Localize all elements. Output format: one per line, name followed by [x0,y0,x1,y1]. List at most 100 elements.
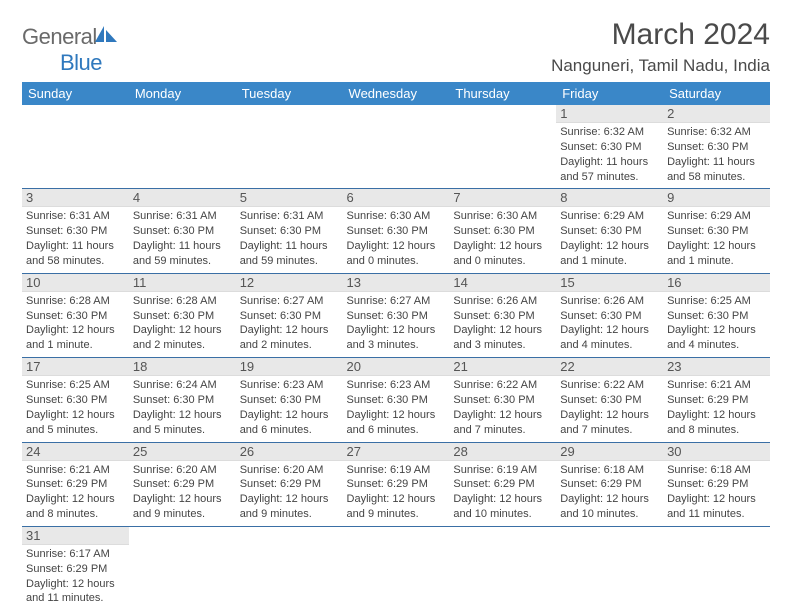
day-number: 17 [22,358,129,376]
sunset-text: Sunset: 6:30 PM [26,393,125,408]
day-content: Sunrise: 6:27 AMSunset: 6:30 PMDaylight:… [343,292,450,357]
sunset-text: Sunset: 6:30 PM [133,309,232,324]
daylight-text: Daylight: 12 hours and 10 minutes. [560,492,659,522]
sunrise-text: Sunrise: 6:31 AM [26,209,125,224]
day-number: 27 [343,443,450,461]
sunset-text: Sunset: 6:29 PM [26,562,125,577]
day-content: Sunrise: 6:31 AMSunset: 6:30 PMDaylight:… [236,207,343,272]
daylight-text: Daylight: 12 hours and 2 minutes. [133,323,232,353]
day-content: Sunrise: 6:19 AMSunset: 6:29 PMDaylight:… [449,461,556,526]
calendar-cell: 8Sunrise: 6:29 AMSunset: 6:30 PMDaylight… [556,189,663,273]
calendar-cell [663,526,770,610]
day-content: Sunrise: 6:22 AMSunset: 6:30 PMDaylight:… [449,376,556,441]
day-number: 23 [663,358,770,376]
day-content: Sunrise: 6:30 AMSunset: 6:30 PMDaylight:… [449,207,556,272]
day-content: Sunrise: 6:20 AMSunset: 6:29 PMDaylight:… [129,461,236,526]
calendar-cell: 5Sunrise: 6:31 AMSunset: 6:30 PMDaylight… [236,189,343,273]
daylight-text: Daylight: 12 hours and 7 minutes. [560,408,659,438]
sunrise-text: Sunrise: 6:21 AM [26,463,125,478]
daylight-text: Daylight: 12 hours and 8 minutes. [667,408,766,438]
sunrise-text: Sunrise: 6:27 AM [347,294,446,309]
sunset-text: Sunset: 6:30 PM [560,224,659,239]
day-content: Sunrise: 6:26 AMSunset: 6:30 PMDaylight:… [449,292,556,357]
day-content: Sunrise: 6:23 AMSunset: 6:30 PMDaylight:… [236,376,343,441]
day-content: Sunrise: 6:23 AMSunset: 6:30 PMDaylight:… [343,376,450,441]
calendar-cell [236,526,343,610]
day-content: Sunrise: 6:28 AMSunset: 6:30 PMDaylight:… [22,292,129,357]
calendar-table: Sunday Monday Tuesday Wednesday Thursday… [22,82,770,610]
day-content: Sunrise: 6:29 AMSunset: 6:30 PMDaylight:… [663,207,770,272]
day-content: Sunrise: 6:17 AMSunset: 6:29 PMDaylight:… [22,545,129,610]
daylight-text: Daylight: 12 hours and 8 minutes. [26,492,125,522]
calendar-cell: 13Sunrise: 6:27 AMSunset: 6:30 PMDayligh… [343,273,450,357]
day-number: 25 [129,443,236,461]
day-number: 26 [236,443,343,461]
day-number: 21 [449,358,556,376]
day-content: Sunrise: 6:26 AMSunset: 6:30 PMDaylight:… [556,292,663,357]
calendar-cell [449,105,556,189]
daylight-text: Daylight: 11 hours and 59 minutes. [240,239,339,269]
sunset-text: Sunset: 6:29 PM [667,393,766,408]
calendar-cell [556,526,663,610]
daylight-text: Daylight: 12 hours and 9 minutes. [347,492,446,522]
sunrise-text: Sunrise: 6:28 AM [26,294,125,309]
sunrise-text: Sunrise: 6:20 AM [240,463,339,478]
sunset-text: Sunset: 6:29 PM [667,477,766,492]
daylight-text: Daylight: 12 hours and 5 minutes. [133,408,232,438]
day-content: Sunrise: 6:22 AMSunset: 6:30 PMDaylight:… [556,376,663,441]
day-number: 5 [236,189,343,207]
calendar-cell: 10Sunrise: 6:28 AMSunset: 6:30 PMDayligh… [22,273,129,357]
daylight-text: Daylight: 12 hours and 9 minutes. [133,492,232,522]
daylight-text: Daylight: 12 hours and 0 minutes. [347,239,446,269]
sunrise-text: Sunrise: 6:29 AM [667,209,766,224]
calendar-cell: 11 Sunrise: 6:28 AMSunset: 6:30 PMDayligh… [129,273,236,357]
sunset-text: Sunset: 6:30 PM [560,140,659,155]
sunset-text: Sunset: 6:30 PM [453,393,552,408]
sunrise-text: Sunrise: 6:28 AM [133,294,232,309]
calendar-cell: 9Sunrise: 6:29 AMSunset: 6:30 PMDaylight… [663,189,770,273]
sunset-text: Sunset: 6:30 PM [240,393,339,408]
sunset-text: Sunset: 6:29 PM [560,477,659,492]
weekday-header: Friday [556,82,663,105]
sunrise-text: Sunrise: 6:18 AM [560,463,659,478]
sunrise-text: Sunrise: 6:30 AM [453,209,552,224]
calendar-cell: 18Sunrise: 6:24 AMSunset: 6:30 PMDayligh… [129,358,236,442]
weekday-header: Wednesday [343,82,450,105]
daylight-text: Daylight: 12 hours and 1 minute. [667,239,766,269]
day-number: 28 [449,443,556,461]
sunset-text: Sunset: 6:30 PM [133,393,232,408]
sunset-text: Sunset: 6:30 PM [667,224,766,239]
calendar-cell: 1Sunrise: 6:32 AMSunset: 6:30 PMDaylight… [556,105,663,189]
day-number: 4 [129,189,236,207]
sunrise-text: Sunrise: 6:23 AM [347,378,446,393]
sunset-text: Sunset: 6:30 PM [453,309,552,324]
calendar-cell: 12Sunrise: 6:27 AMSunset: 6:30 PMDayligh… [236,273,343,357]
calendar-cell: 7Sunrise: 6:30 AMSunset: 6:30 PMDaylight… [449,189,556,273]
calendar-cell: 17Sunrise: 6:25 AMSunset: 6:30 PMDayligh… [22,358,129,442]
calendar-cell: 30Sunrise: 6:18 AMSunset: 6:29 PMDayligh… [663,442,770,526]
calendar-cell: 27Sunrise: 6:19 AMSunset: 6:29 PMDayligh… [343,442,450,526]
day-content: Sunrise: 6:24 AMSunset: 6:30 PMDaylight:… [129,376,236,441]
sunset-text: Sunset: 6:30 PM [347,309,446,324]
calendar-cell: 16Sunrise: 6:25 AMSunset: 6:30 PMDayligh… [663,273,770,357]
day-number: 14 [449,274,556,292]
day-number: 7 [449,189,556,207]
calendar-cell: 28Sunrise: 6:19 AMSunset: 6:29 PMDayligh… [449,442,556,526]
sunset-text: Sunset: 6:29 PM [240,477,339,492]
sunrise-text: Sunrise: 6:27 AM [240,294,339,309]
day-number: 11 [129,274,236,292]
daylight-text: Daylight: 12 hours and 6 minutes. [240,408,339,438]
daylight-text: Daylight: 11 hours and 59 minutes. [133,239,232,269]
daylight-text: Daylight: 12 hours and 1 minute. [26,323,125,353]
calendar-cell [236,105,343,189]
sunrise-text: Sunrise: 6:18 AM [667,463,766,478]
day-content: Sunrise: 6:18 AMSunset: 6:29 PMDaylight:… [556,461,663,526]
day-content: Sunrise: 6:18 AMSunset: 6:29 PMDaylight:… [663,461,770,526]
sunrise-text: Sunrise: 6:23 AM [240,378,339,393]
weekday-header-row: Sunday Monday Tuesday Wednesday Thursday… [22,82,770,105]
calendar-cell [129,526,236,610]
day-content: Sunrise: 6:30 AMSunset: 6:30 PMDaylight:… [343,207,450,272]
calendar-cell: 2Sunrise: 6:32 AMSunset: 6:30 PMDaylight… [663,105,770,189]
location: Nanguneri, Tamil Nadu, India [551,56,770,76]
sunset-text: Sunset: 6:30 PM [453,224,552,239]
